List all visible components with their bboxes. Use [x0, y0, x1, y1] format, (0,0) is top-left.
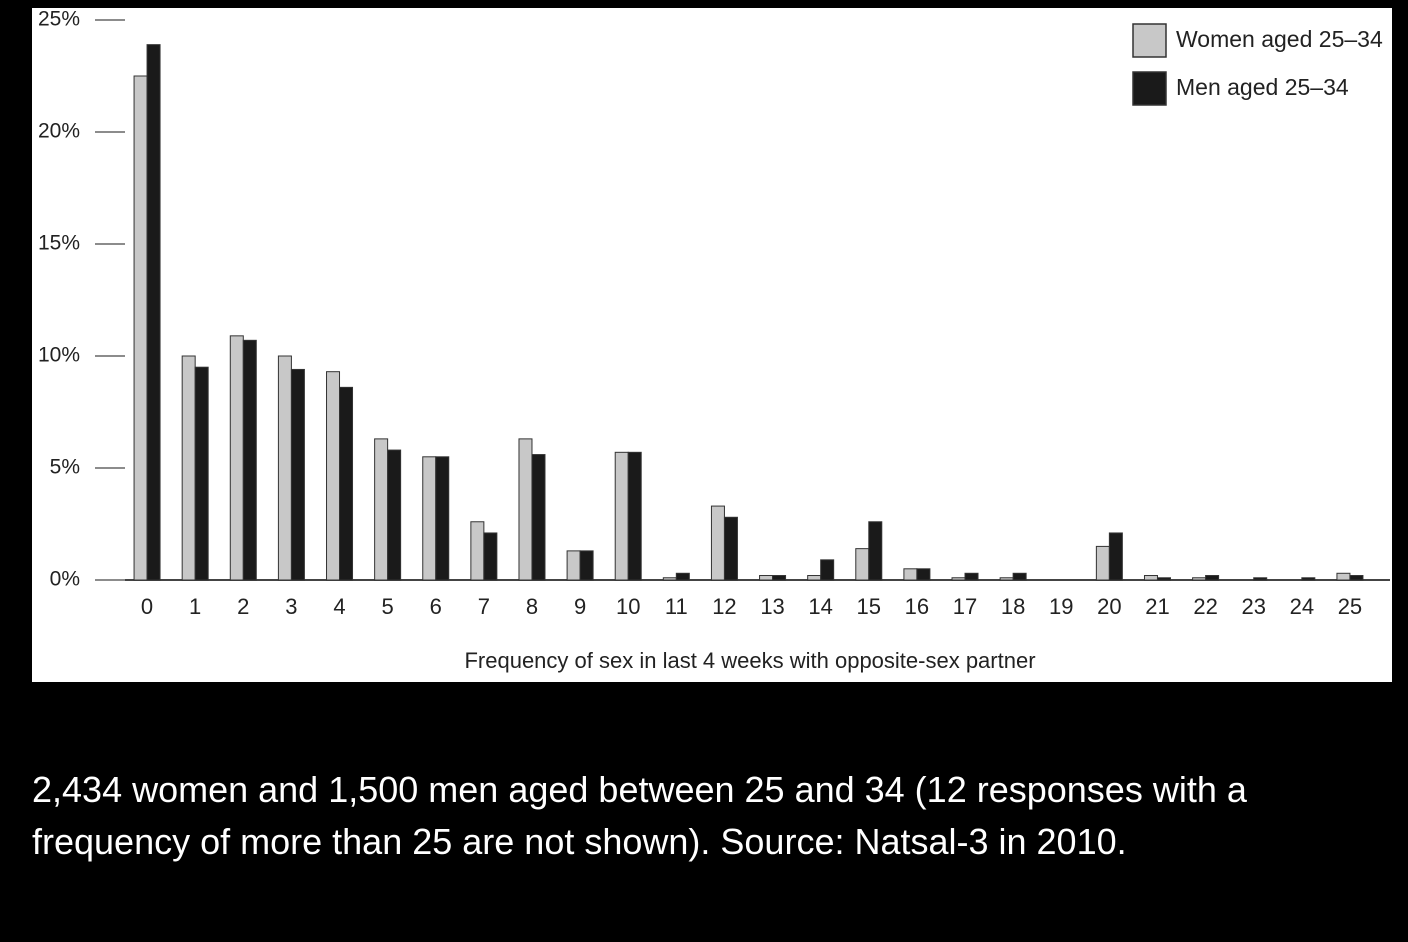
bar — [820, 559, 835, 581]
bar — [710, 505, 725, 581]
x-tick-label: 6 — [430, 594, 442, 619]
x-tick-label: 19 — [1049, 594, 1073, 619]
bar — [1253, 577, 1268, 581]
bar — [483, 532, 498, 581]
x-tick-label: 16 — [905, 594, 929, 619]
x-tick-label: 7 — [478, 594, 490, 619]
bar — [614, 451, 629, 581]
bar — [531, 454, 546, 581]
bar — [566, 550, 581, 581]
bar — [435, 456, 450, 581]
bar — [579, 550, 594, 581]
x-tick-label: 13 — [760, 594, 784, 619]
bar — [1192, 577, 1207, 581]
bar — [1336, 572, 1351, 581]
bar — [951, 577, 966, 581]
x-tick-label: 9 — [574, 594, 586, 619]
y-tick-label: 10% — [38, 344, 80, 367]
bar — [675, 572, 690, 581]
y-tick-label: 5% — [50, 456, 80, 479]
bar — [194, 366, 209, 581]
x-tick-label: 10 — [616, 594, 640, 619]
caption: 2,434 women and 1,500 men aged between 2… — [32, 769, 1247, 862]
bar — [518, 438, 533, 581]
y-tick-label: 20% — [38, 120, 80, 143]
x-tick-label: 11 — [665, 594, 688, 619]
bar — [999, 577, 1014, 581]
bar — [242, 339, 257, 581]
bar — [772, 575, 787, 581]
x-axis-label: Frequency of sex in last 4 weeks with op… — [464, 648, 1035, 673]
legend-label: Women aged 25–34 — [1176, 26, 1383, 52]
bar — [1301, 577, 1316, 581]
x-tick-label: 0 — [141, 594, 153, 619]
bar — [903, 568, 918, 581]
chart: Frequency of sex in last 4 weeks with op… — [32, 8, 1392, 682]
bar — [1349, 575, 1364, 581]
bar — [807, 575, 822, 581]
bar — [326, 371, 341, 581]
bar — [133, 75, 148, 581]
y-tick-label: 25% — [38, 8, 80, 31]
bar — [855, 548, 870, 581]
bar — [627, 451, 642, 581]
bar — [1108, 532, 1123, 581]
x-tick-label: 20 — [1097, 594, 1121, 619]
bar — [146, 44, 161, 581]
x-tick-label: 4 — [333, 594, 345, 619]
x-tick-label: 17 — [953, 594, 977, 619]
x-tick-label: 3 — [285, 594, 297, 619]
bar — [277, 355, 292, 581]
legend-label: Men aged 25–34 — [1176, 74, 1349, 100]
x-tick-label: 23 — [1241, 594, 1265, 619]
x-tick-label: 25 — [1338, 594, 1362, 619]
bar — [181, 355, 196, 581]
x-tick-label: 2 — [237, 594, 249, 619]
bar — [374, 438, 389, 581]
bar — [229, 335, 244, 581]
bar — [662, 577, 677, 581]
x-tick-label: 24 — [1290, 594, 1314, 619]
bar — [759, 575, 774, 581]
y-tick-label: 15% — [38, 232, 80, 255]
x-tick-label: 12 — [712, 594, 736, 619]
legend-swatch — [1132, 71, 1167, 106]
x-tick-label: 14 — [808, 594, 832, 619]
x-tick-label: 1 — [189, 594, 201, 619]
bar — [422, 456, 437, 581]
bar — [1156, 577, 1171, 581]
y-tick-label: 0% — [50, 568, 80, 591]
bar — [387, 449, 402, 581]
x-tick-label: 5 — [382, 594, 394, 619]
x-tick-label: 21 — [1145, 594, 1169, 619]
bar — [290, 368, 305, 581]
bar — [964, 572, 979, 581]
bar — [1205, 575, 1220, 581]
bar — [1095, 545, 1110, 581]
bar — [1012, 572, 1027, 581]
x-tick-label: 15 — [857, 594, 881, 619]
bar — [339, 386, 354, 581]
x-tick-label: 18 — [1001, 594, 1025, 619]
bar — [723, 516, 738, 581]
bar — [868, 521, 883, 581]
x-tick-label: 22 — [1193, 594, 1217, 619]
bar — [470, 521, 485, 581]
legend-swatch — [1132, 23, 1167, 58]
bar — [916, 568, 931, 581]
bar — [1143, 575, 1158, 581]
x-tick-label: 8 — [526, 594, 538, 619]
